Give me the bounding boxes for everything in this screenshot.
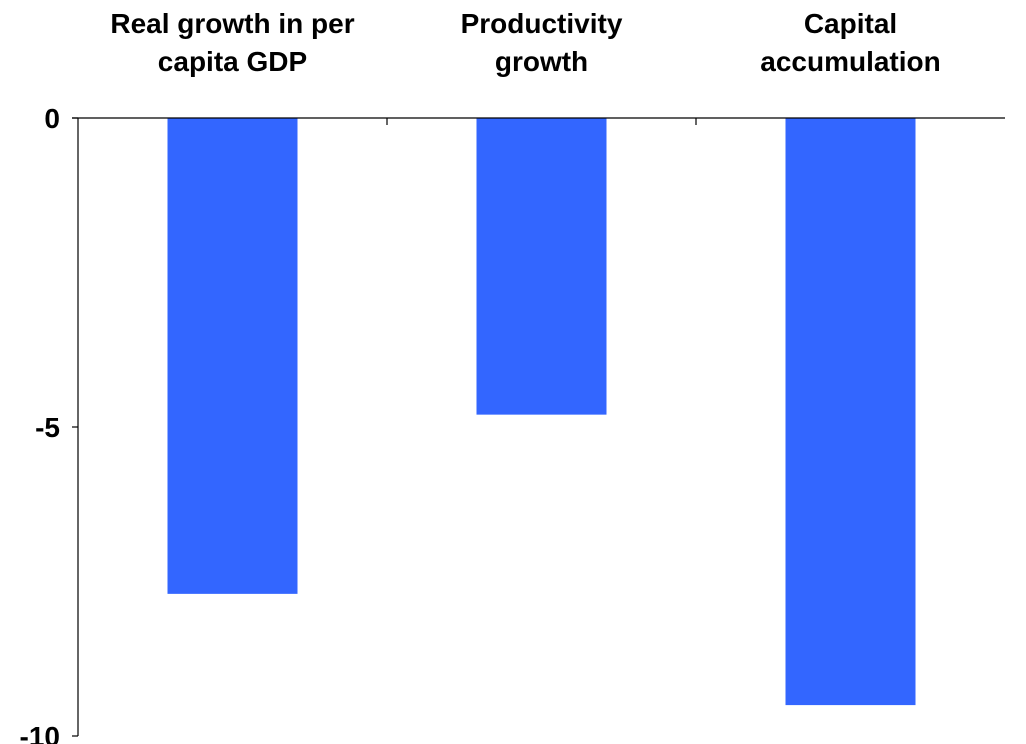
y-tick-label-2: -10 [20,721,60,744]
category-label-2: Capital accumulation [760,8,940,77]
bar-0 [167,118,298,594]
bar-1 [476,118,607,415]
y-tick-label-1: -5 [35,412,60,443]
bar-2 [785,118,916,706]
y-ticks: 0 -5 -10 [20,103,78,744]
category-labels: Real growth in per capita GDP Productivity… [110,8,940,77]
category-label-0: Real growth in per capita GDP [110,8,354,77]
category-label-1: Productivity growth [461,8,623,77]
bars [167,118,916,706]
y-tick-label-0: 0 [44,103,60,134]
